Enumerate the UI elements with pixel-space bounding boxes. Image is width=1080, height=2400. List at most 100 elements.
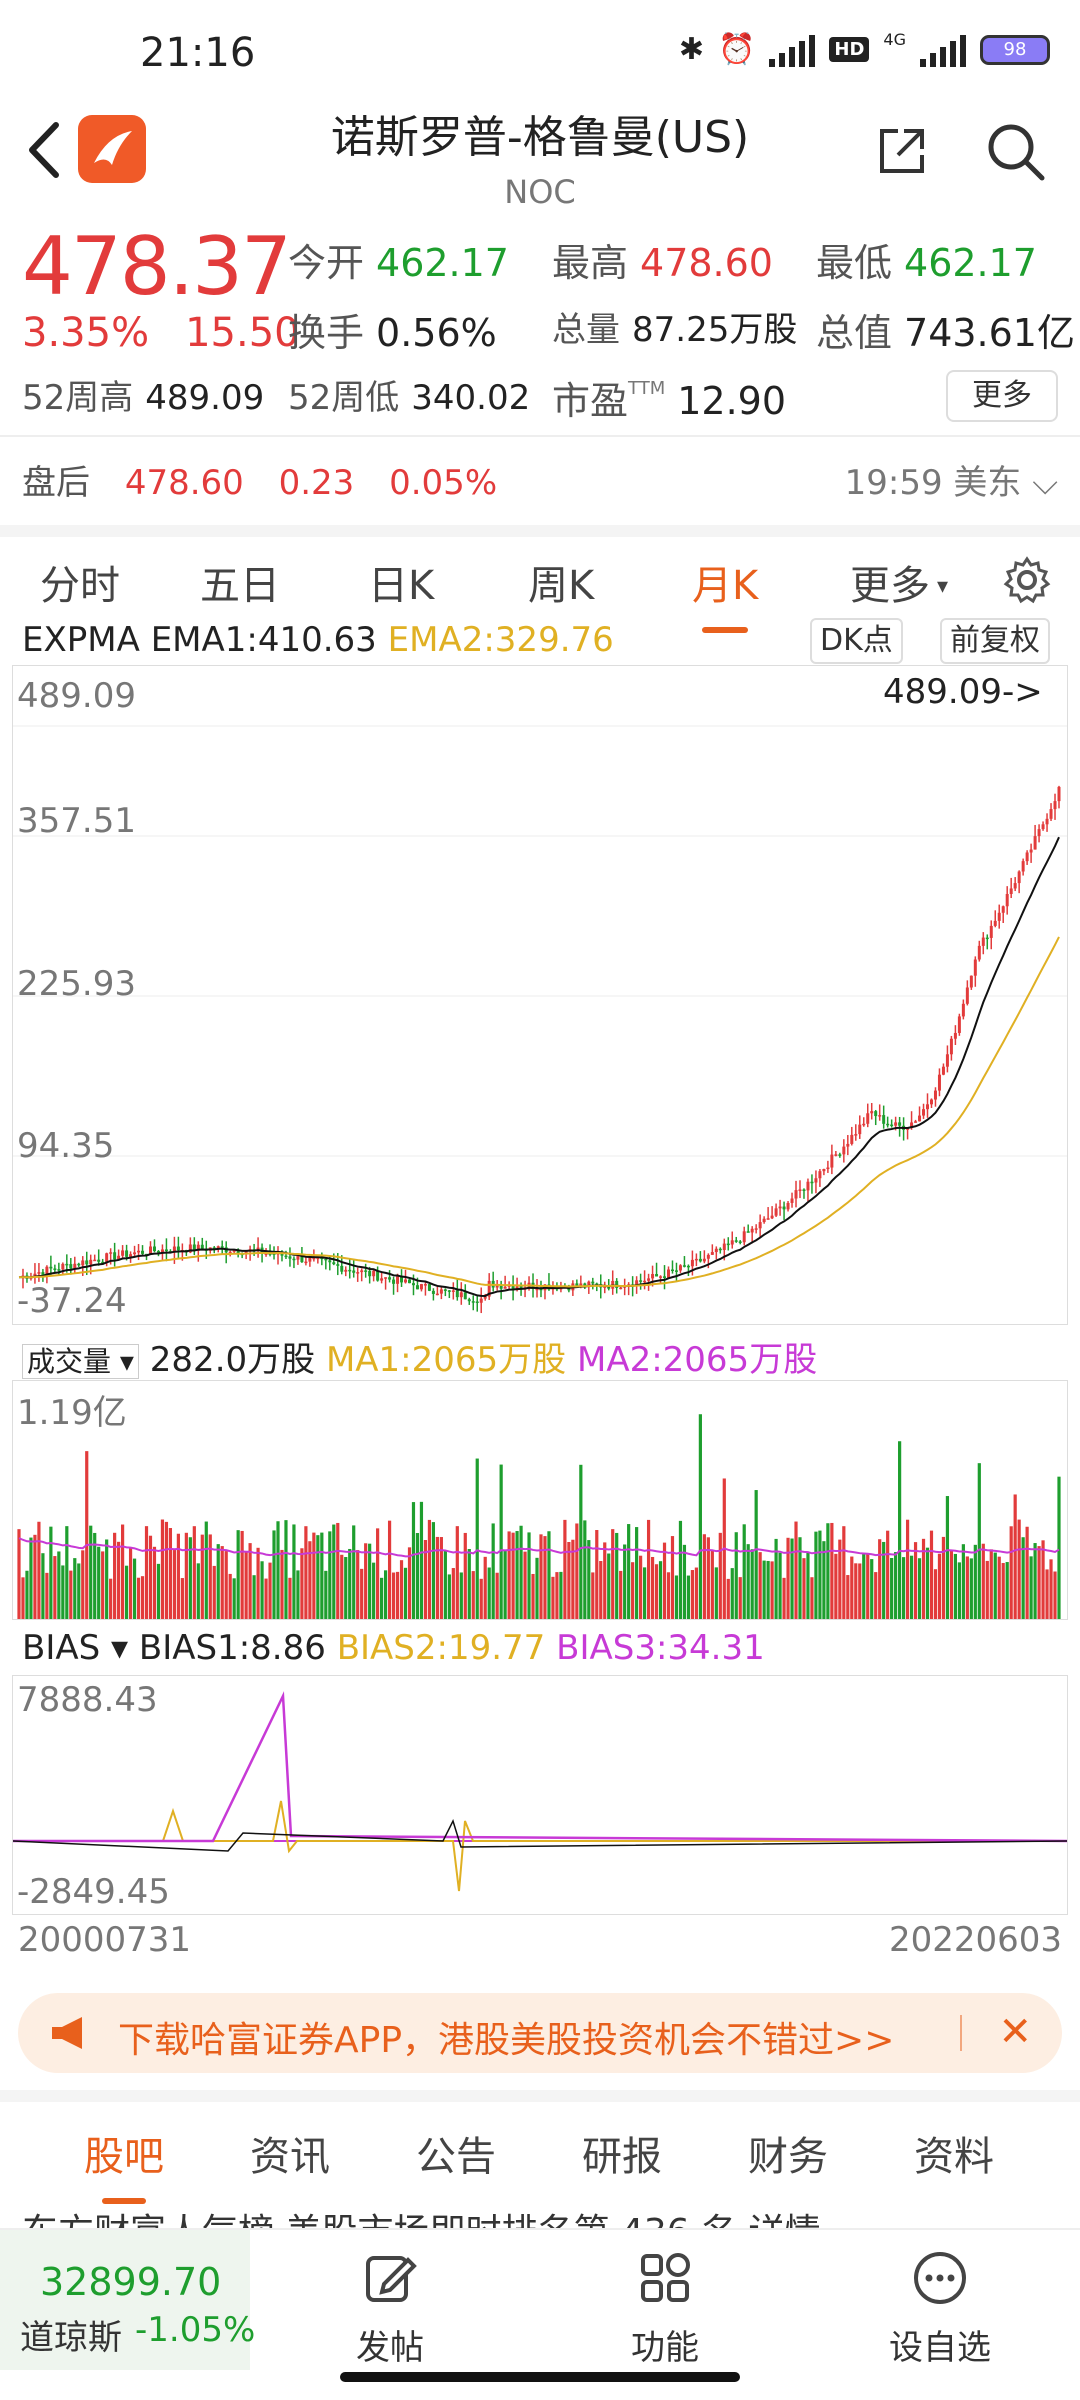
- app-logo-icon[interactable]: [78, 115, 146, 183]
- volume-bar: [690, 1570, 695, 1619]
- volume-bar: [33, 1534, 37, 1619]
- search-icon[interactable]: [984, 120, 1048, 184]
- candle-body: [109, 1252, 113, 1254]
- volume-bar: [168, 1528, 173, 1619]
- candle-body: [156, 1251, 160, 1253]
- candle-body: [368, 1270, 372, 1277]
- tab-announcements[interactable]: 公告: [416, 2134, 496, 2180]
- volume-bar: [399, 1560, 404, 1619]
- volume-bar: [81, 1550, 85, 1619]
- candle-body: [694, 1258, 698, 1261]
- volume-bar: [1009, 1526, 1013, 1619]
- candle-body: [926, 1104, 930, 1110]
- volume-selector[interactable]: 成交量 ▾: [22, 1344, 139, 1379]
- tab-monthly-k[interactable]: 月K: [692, 553, 758, 633]
- promo-banner[interactable]: 下载哈富证券APP，港股美股投资机会不错过>> ✕: [18, 1993, 1062, 2073]
- index-value: 32899.70: [40, 2260, 222, 2304]
- tab-weekly-k[interactable]: 周K: [528, 563, 595, 609]
- add-watchlist-button[interactable]: 设自选: [860, 2250, 1020, 2369]
- volume-chart[interactable]: 1.19亿: [12, 1380, 1068, 1620]
- kline-chart[interactable]: 489.09 357.51 225.93 94.35 -37.24 489.09…: [12, 665, 1068, 1325]
- post-button[interactable]: 发帖: [310, 2250, 470, 2369]
- volume-bar: [272, 1530, 276, 1619]
- tab-forum[interactable]: 股吧: [84, 2124, 164, 2204]
- volume-bar: [352, 1525, 356, 1619]
- x-axis-start: 20000731: [18, 1920, 192, 1960]
- volume-bar: [132, 1558, 137, 1619]
- volume-bar: [192, 1526, 196, 1619]
- volume-bar: [961, 1544, 965, 1619]
- bias-chart[interactable]: 7888.43 -2849.45: [12, 1675, 1068, 1915]
- candle-body: [575, 1283, 579, 1287]
- volume-bar: [658, 1561, 663, 1619]
- share-icon[interactable]: [874, 123, 930, 179]
- index-ticker[interactable]: 32899.70 道琼斯 -1.05%: [0, 2230, 255, 2370]
- candle-body: [635, 1280, 639, 1287]
- volume-bar: [1053, 1571, 1057, 1619]
- volume-bar: [945, 1496, 950, 1619]
- volume-bar: [531, 1573, 535, 1619]
- volume-bar: [778, 1552, 782, 1619]
- volume-bar: [93, 1532, 97, 1619]
- volume-bar: [579, 1464, 583, 1619]
- volume-bar: [957, 1562, 961, 1619]
- volume-bar: [312, 1532, 316, 1619]
- volume-bar: [806, 1552, 810, 1619]
- tab-research[interactable]: 研报: [582, 2134, 662, 2180]
- adjust-button[interactable]: 前复权: [940, 618, 1050, 664]
- tab-news[interactable]: 资讯: [250, 2134, 330, 2180]
- volume-bar: [372, 1562, 376, 1619]
- back-arrow-icon[interactable]: [20, 115, 70, 185]
- candle-body: [922, 1109, 926, 1116]
- candle-body: [794, 1190, 798, 1199]
- tab-more[interactable]: 更多 ▾: [850, 563, 949, 609]
- y-bottom-label: -37.24: [17, 1281, 127, 1321]
- volume-bar: [615, 1532, 619, 1619]
- candle-body: [690, 1259, 694, 1267]
- volume-bar: [1041, 1540, 1045, 1619]
- candle-body: [264, 1253, 268, 1255]
- dk-point-button[interactable]: DK点: [810, 618, 903, 664]
- volume-bar: [674, 1575, 679, 1619]
- volume-bar: [368, 1543, 372, 1619]
- low-stat: 最低 462.17: [816, 241, 1037, 285]
- bias-selector[interactable]: BIAS ▾: [22, 1628, 129, 1668]
- battery-icon: 98: [980, 34, 1050, 65]
- tab-financials[interactable]: 财务: [748, 2134, 828, 2180]
- candle-body: [45, 1266, 49, 1276]
- close-icon[interactable]: ✕: [998, 2009, 1032, 2055]
- volume-bar: [57, 1551, 61, 1619]
- candle-body: [89, 1259, 93, 1265]
- volume-bar: [874, 1572, 878, 1619]
- volume-bar: [814, 1531, 818, 1619]
- after-hours-time[interactable]: 19:59 美东 ⌵: [844, 463, 1058, 503]
- volume-bar: [782, 1577, 786, 1619]
- candle-body: [160, 1249, 164, 1253]
- tab-five-day[interactable]: 五日: [200, 563, 280, 609]
- volume-bar: [180, 1578, 184, 1619]
- tab-intraday[interactable]: 分时: [40, 563, 120, 609]
- candle-body: [778, 1206, 782, 1209]
- volume-bar: [654, 1564, 659, 1619]
- candle-body: [965, 987, 969, 1004]
- candle-body: [467, 1299, 471, 1302]
- candle-body: [471, 1301, 475, 1303]
- volume-bar: [224, 1551, 228, 1619]
- volume-bar: [256, 1547, 260, 1619]
- volume-bar: [360, 1568, 364, 1619]
- volume-bar: [332, 1524, 336, 1619]
- tab-profile[interactable]: 资料: [914, 2134, 994, 2180]
- volume-bar: [611, 1529, 615, 1619]
- gear-icon[interactable]: [1002, 555, 1052, 605]
- candle-body: [898, 1122, 902, 1126]
- volume-bar: [144, 1526, 149, 1619]
- candle-body: [431, 1290, 435, 1294]
- volume-bar: [706, 1537, 710, 1619]
- more-stats-button[interactable]: 更多: [946, 370, 1058, 422]
- volume-bar: [1057, 1476, 1061, 1619]
- volume-bar: [324, 1570, 328, 1619]
- candle-body: [870, 1111, 874, 1114]
- volume-bar: [758, 1552, 762, 1619]
- functions-button[interactable]: 功能: [585, 2250, 745, 2369]
- tab-daily-k[interactable]: 日K: [368, 563, 435, 609]
